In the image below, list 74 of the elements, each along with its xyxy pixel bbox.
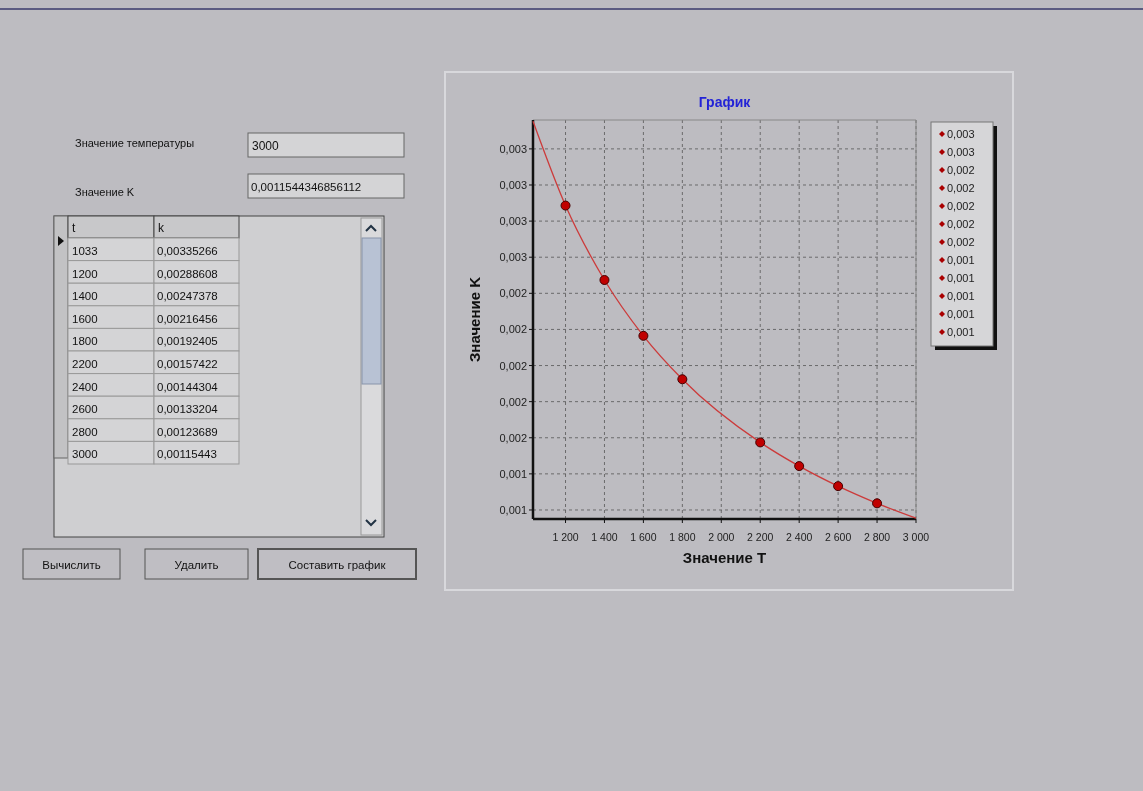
text: Значение температуры [75,137,195,149]
text: 0,00133204 [157,403,219,416]
x-tick-label: 2 400 [786,531,813,543]
text: Значение K [75,186,135,198]
text: 1033 [72,245,98,257]
x-tick-label: 2 600 [824,531,852,543]
text: t [72,221,76,235]
point [677,374,688,385]
x-tick-label: 2 800 [863,531,891,543]
y-tick-label: 0,002 [499,359,527,372]
text: 1400 [72,290,98,303]
text: 0,00288608 [157,267,218,280]
point [872,498,883,509]
text: 3000 [72,448,98,461]
x-tick-label: 2 200 [747,531,774,543]
x-tick-label: 1 400 [591,531,618,543]
text: 0,001 [947,272,975,284]
text: 0,003 [947,146,975,158]
text: 0,001 [947,290,975,302]
y-tick-label: 0,001 [499,467,527,480]
text: 0,001 [947,308,975,320]
y-tick-label: 0,001 [499,503,527,516]
text: 0,0011544346856112 [251,181,362,193]
x-tick-label: 3 000 [902,531,930,543]
point [638,330,649,341]
chart-title: График [698,94,752,110]
text: 2400 [72,380,98,393]
text: 1800 [72,335,98,348]
text: 2800 [72,425,98,438]
text: 1600 [72,312,98,325]
text: 0,003 [947,128,975,140]
text: 0,00115443 [157,448,217,461]
text: Составить график [288,559,387,571]
y-tick-label: 0,003 [499,179,527,191]
point [794,461,805,472]
text: 0,002 [947,218,975,230]
x-tick-label: 1 600 [630,531,657,543]
point [599,275,610,285]
y-tick-label: 0,002 [499,395,527,408]
line-series [532,120,917,519]
text: 0,002 [947,236,975,248]
text: 0,001 [947,254,975,266]
text: 0,00157422 [157,358,218,370]
text: Удалить [174,559,219,571]
point [560,200,571,211]
text: 0,00247378 [157,290,218,303]
text: 1200 [72,267,98,280]
y-tick-label: 0,003 [499,215,527,228]
y-tick-label: 0,003 [499,142,527,155]
text: 0,002 [947,182,975,194]
text: 0,00123689 [157,425,218,438]
text: Вычислить [42,559,101,571]
y-tick-label: 0,002 [499,323,527,336]
y-tick-label: 0,003 [499,251,527,264]
text: 0,00335266 [157,245,218,257]
point [755,437,766,448]
text: 3000 [252,139,280,153]
text: 2600 [72,403,98,416]
text: 0,00192405 [157,335,218,348]
text: 0,00144304 [157,380,219,393]
y-axis-title: Значение K [466,276,483,363]
text: 0,001 [947,326,975,338]
text: 0,00216456 [157,312,218,325]
point [833,481,844,492]
y-tick-label: 0,002 [499,287,527,300]
x-tick-label: 1 800 [669,531,696,543]
x-tick-label: 1 200 [552,531,579,543]
x-tick-label: 2 000 [708,531,735,543]
text: 0,002 [947,164,975,176]
text: k [158,221,165,235]
text: 0,002 [947,200,975,212]
x-axis-title: Значение T [682,549,767,566]
text: 2200 [72,358,98,370]
y-tick-label: 0,002 [499,431,527,444]
